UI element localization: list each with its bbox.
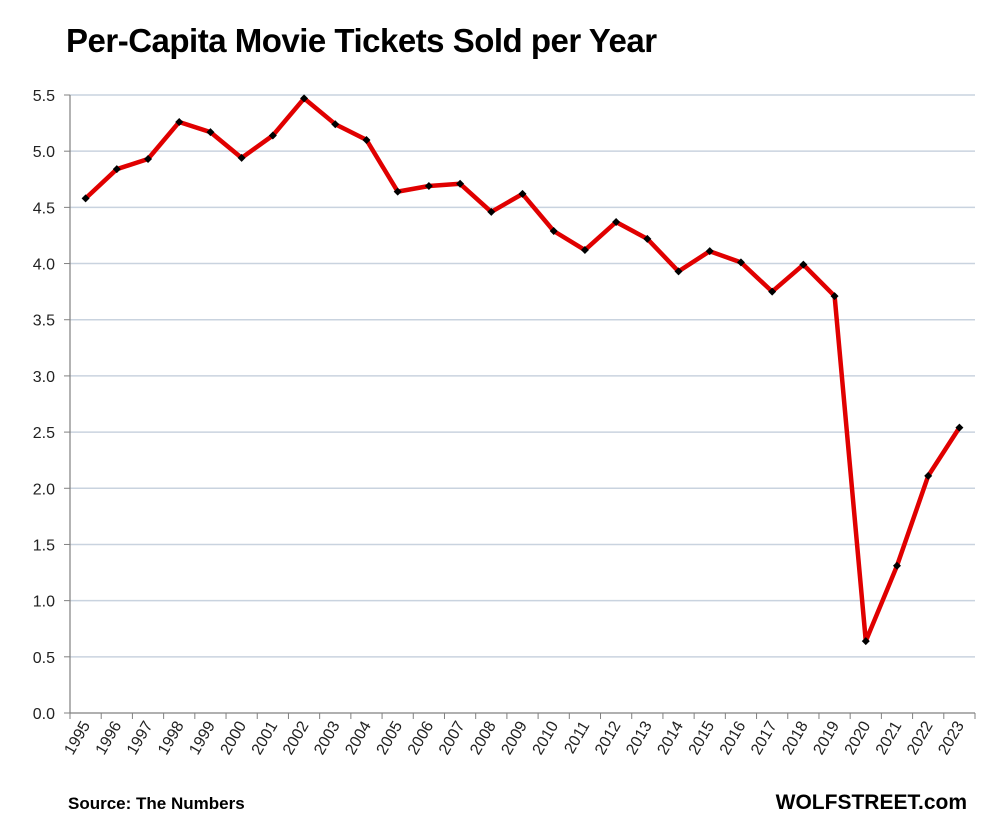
x-tick-label: 2019 xyxy=(811,718,844,757)
grid-lines xyxy=(70,94,975,658)
x-tick-label: 2010 xyxy=(530,718,563,757)
series-line xyxy=(83,96,962,644)
data-point-2021 xyxy=(892,561,901,570)
data-point-2008 xyxy=(487,207,496,216)
data-point-2003 xyxy=(331,120,340,129)
x-tick-label: 2006 xyxy=(405,718,438,757)
y-axis-ticks: 0.0 0.5 1.0 1.5 2.0 2.5 3.0 3.5 4.0 4.5 5.0 5.5 xyxy=(33,88,70,723)
data-point-2013 xyxy=(643,234,652,243)
x-tick-label: 2002 xyxy=(280,718,313,757)
data-point-2023 xyxy=(955,423,964,432)
data-point-1995 xyxy=(81,194,90,203)
data-point-2007 xyxy=(456,179,465,188)
x-tick-label: 2017 xyxy=(748,718,781,757)
data-point-1997 xyxy=(144,155,153,164)
x-tick-label: 2008 xyxy=(467,718,500,757)
data-point-2014 xyxy=(674,267,683,276)
data-point-2015 xyxy=(705,247,714,256)
x-tick-label: 1996 xyxy=(93,718,126,757)
x-tick-label: 2001 xyxy=(249,718,282,757)
data-point-1999 xyxy=(206,128,215,137)
y-tick-label: 2.0 xyxy=(33,481,55,498)
x-tick-label: 1995 xyxy=(62,718,95,757)
y-tick-label: 5.5 xyxy=(33,88,55,105)
series-group xyxy=(81,94,964,646)
x-tick-label: 2007 xyxy=(436,718,469,757)
x-tick-label: 2000 xyxy=(218,718,251,757)
y-tick-label: 3.0 xyxy=(33,369,55,386)
x-tick-label: 2015 xyxy=(686,718,719,757)
axes xyxy=(69,95,975,714)
y-tick-label: 0.0 xyxy=(33,706,55,723)
data-point-2011 xyxy=(580,246,589,255)
x-tick-label: 2020 xyxy=(842,718,875,757)
data-point-2005 xyxy=(393,187,402,196)
data-point-2010 xyxy=(549,226,558,235)
y-tick-label: 1.5 xyxy=(33,537,55,554)
y-tick-label: 3.5 xyxy=(33,313,55,330)
x-tick-label: 2013 xyxy=(623,718,656,757)
y-tick-label: 5.0 xyxy=(33,144,55,161)
x-tick-label: 1998 xyxy=(155,718,188,757)
data-point-2001 xyxy=(268,131,277,140)
x-tick-label: 2004 xyxy=(342,718,375,757)
x-tick-label: 2023 xyxy=(935,718,968,757)
x-tick-label: 2012 xyxy=(592,718,625,757)
data-point-2006 xyxy=(424,182,433,191)
x-tick-label: 1999 xyxy=(186,718,219,757)
x-tick-label: 2003 xyxy=(311,718,344,757)
x-tick-label: 2022 xyxy=(904,718,937,757)
y-tick-label: 1.0 xyxy=(33,594,55,611)
data-point-2002 xyxy=(300,94,309,103)
data-point-1998 xyxy=(175,117,184,126)
x-tick-label: 2014 xyxy=(654,718,687,757)
brand-label: WOLFSTREET.com xyxy=(775,791,967,814)
data-point-2012 xyxy=(612,217,621,226)
y-tick-label: 4.5 xyxy=(33,200,55,217)
x-tick-label: 2016 xyxy=(717,718,750,757)
y-tick-label: 2.5 xyxy=(33,425,55,442)
x-tick-label: 2018 xyxy=(779,718,812,757)
data-point-2019 xyxy=(830,292,839,301)
data-point-2022 xyxy=(924,471,933,480)
x-tick-label: 2009 xyxy=(498,718,531,757)
x-axis-ticks: 1995199619971998199920002001200220032004… xyxy=(62,713,976,758)
data-point-2004 xyxy=(362,135,371,144)
data-point-2000 xyxy=(237,153,246,162)
data-point-2018 xyxy=(799,260,808,269)
x-tick-label: 2005 xyxy=(374,718,407,757)
data-point-1996 xyxy=(112,165,121,174)
x-tick-label: 2011 xyxy=(561,718,593,756)
chart-title: Per-Capita Movie Tickets Sold per Year xyxy=(66,22,657,59)
data-point-2009 xyxy=(518,189,527,198)
data-point-2016 xyxy=(736,258,745,267)
source-note: Source: The Numbers xyxy=(68,794,245,813)
data-point-2020 xyxy=(861,637,870,646)
y-tick-label: 4.0 xyxy=(33,257,55,274)
data-point-2017 xyxy=(768,287,777,296)
x-tick-label: 2021 xyxy=(873,718,906,757)
x-tick-label: 1997 xyxy=(124,718,157,757)
y-tick-label: 0.5 xyxy=(33,650,55,667)
